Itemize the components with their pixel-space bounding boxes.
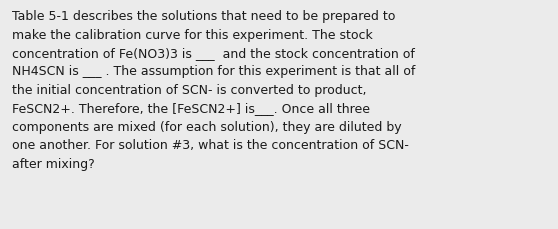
Text: Table 5-1 describes the solutions that need to be prepared to
make the calibrati: Table 5-1 describes the solutions that n… [12,10,415,170]
